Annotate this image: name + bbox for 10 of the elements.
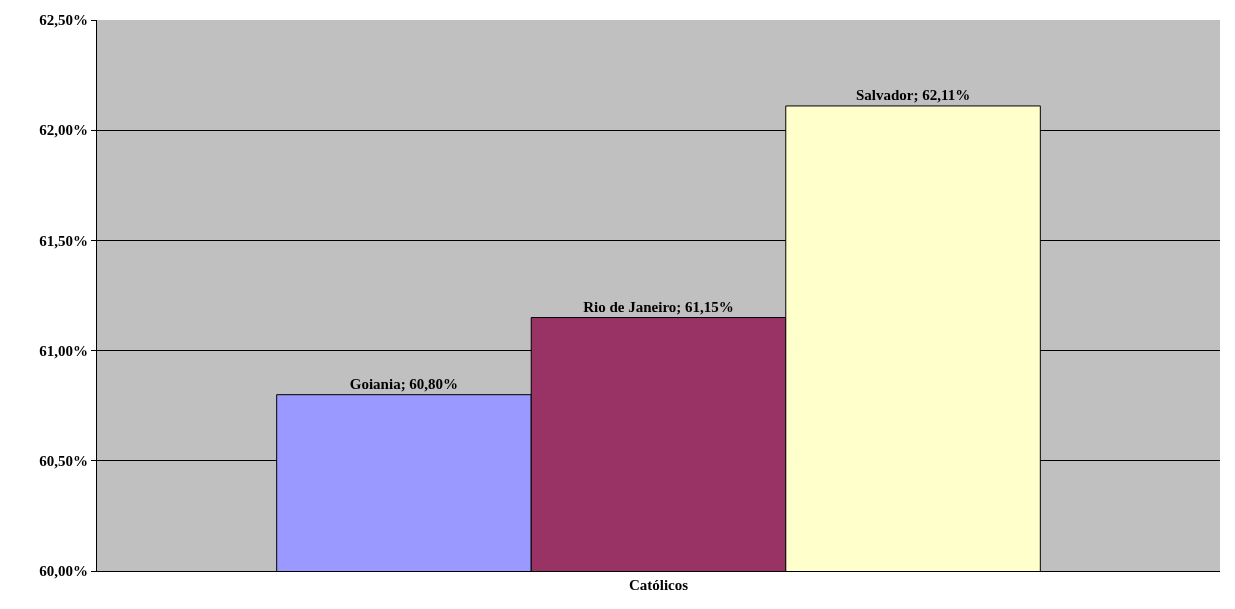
data-label: Salvador; 62,11%	[855, 86, 971, 103]
y-tick-label: 60,50%	[39, 453, 88, 470]
y-tick-label: 61,00%	[39, 342, 88, 359]
x-tick-label: Católicos	[628, 577, 689, 593]
y-tick-label: 60,00%	[39, 563, 88, 580]
y-tick-label: 62,50%	[39, 12, 88, 29]
data-label: Rio de Janeiro; 61,15%	[583, 298, 734, 315]
y-tick-label: 62,00%	[39, 122, 88, 139]
data-label: Goiania; 60,80%	[349, 375, 459, 392]
y-tick-label: 61,50%	[39, 232, 88, 249]
